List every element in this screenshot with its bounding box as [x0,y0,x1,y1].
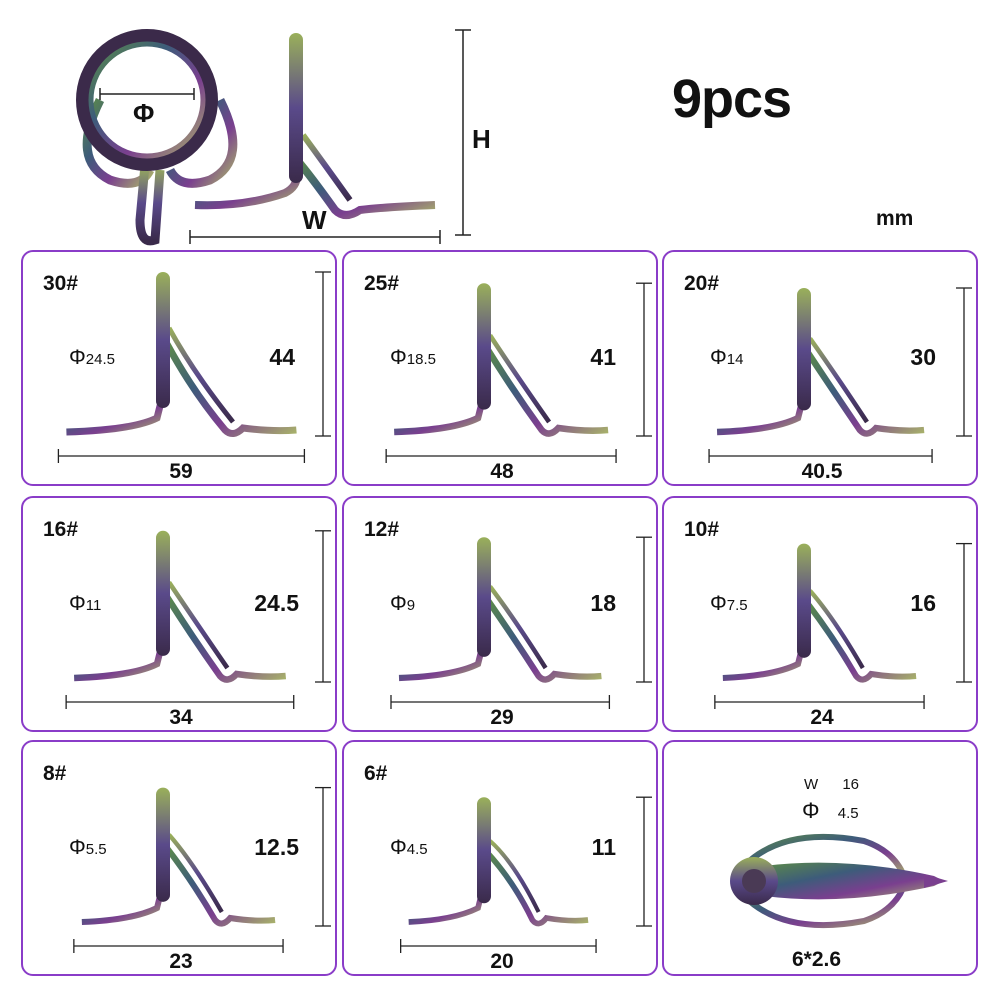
guide-width-value: 20 [490,950,514,973]
guide-card: 12# Φ9 18 29 [342,496,658,732]
guide-diameter: Φ24.5 [69,346,115,370]
guide-card: 30# Φ24.5 44 59 [21,250,337,486]
guide-height-value: 30 [910,344,936,370]
guide-size-label: 30# [43,272,79,295]
guide-size-label: 25# [364,272,400,295]
guide-diameter: Φ5.5 [69,836,107,860]
guide-height-value: 24.5 [254,590,299,616]
guide-diameter-value: 14 [726,351,744,368]
guide-diameter: Φ7.5 [710,592,748,616]
phi-symbol: Φ [710,592,727,615]
guide-illustration [390,536,652,709]
guide-illustration [708,287,972,463]
guide-height-value: 12.5 [254,834,299,860]
guide-size-label: 10# [684,518,720,541]
guide-height-value: 16 [910,590,936,616]
guide-illustration [714,542,972,709]
guide-diameter-value: 18.5 [406,351,436,368]
guide-diameter: Φ18.5 [390,346,436,370]
guide-size-label: 20# [684,272,720,295]
guide-size-label: 12# [364,518,400,541]
guide-diameter: Φ9 [390,592,415,616]
guide-illustration [65,530,331,709]
tip-top-card: W 16 Φ 4.5 6*2.6 [662,740,978,976]
phi-symbol: Φ [69,592,86,615]
guide-illustration [57,271,331,463]
guide-diameter-value: 9 [406,597,416,614]
guide-illustration [400,796,652,953]
tip-phi-value: 4.5 [837,805,859,822]
guide-card: 25# Φ18.5 41 48 [342,250,658,486]
phi-symbol: Φ [69,346,86,369]
guide-illustration [73,786,331,953]
guide-card: 10# Φ7.5 16 24 [662,496,978,732]
guide-height-value: 44 [269,344,295,370]
guide-diameter-value: 7.5 [726,597,748,614]
phi-symbol: Φ [390,592,407,615]
guide-width-value: 34 [169,706,193,729]
tip-phi-symbol: Φ [802,798,820,823]
guide-diameter-value: 11 [85,597,102,614]
guide-card: 20# Φ14 30 40.5 [662,250,978,486]
tip-w-label: W [804,776,819,793]
guide-size-label: 8# [43,762,67,785]
guide-card: 6# Φ4.5 11 20 [342,740,658,976]
guide-width-value: 23 [169,950,193,973]
guide-diameter: Φ14 [710,346,743,370]
guide-card: 16# Φ11 24.5 34 [21,496,337,732]
guide-illustration [385,282,652,463]
guide-diameter-value: 5.5 [85,841,107,858]
guide-diameter-value: 4.5 [406,841,428,858]
guide-card: 8# Φ5.5 12.5 23 [21,740,337,976]
guide-side-illustration [189,29,471,244]
guide-width-value: 40.5 [801,460,843,483]
guide-diameter: Φ4.5 [390,836,428,860]
guide-width-value: 59 [169,460,193,483]
tip-top-illustration [730,833,948,929]
unit-label: mm [876,207,914,230]
height-label: H [472,124,491,154]
phi-symbol: Φ [710,346,727,369]
diameter-symbol-label: Φ [133,98,155,128]
guide-diameter-value: 24.5 [85,351,115,368]
guide-height-value: 41 [590,344,616,370]
guide-diameter: Φ11 [69,592,101,616]
phi-symbol: Φ [390,346,407,369]
phi-symbol: Φ [69,836,86,859]
guide-height-value: 11 [591,834,616,860]
product-count-title: 9pcs [672,69,792,129]
guide-width-value: 29 [490,706,514,729]
guide-size-label: 16# [43,518,79,541]
tip-w-value: 16 [842,776,860,793]
guide-size-label: 6# [364,762,388,785]
guide-width-value: 48 [490,460,514,483]
width-label: W [302,205,327,235]
guide-width-value: 24 [810,706,834,729]
tip-size-label: 6*2.6 [792,948,842,971]
guide-height-value: 18 [590,590,616,616]
ring-front-illustration [76,29,238,246]
phi-symbol: Φ [390,836,407,859]
